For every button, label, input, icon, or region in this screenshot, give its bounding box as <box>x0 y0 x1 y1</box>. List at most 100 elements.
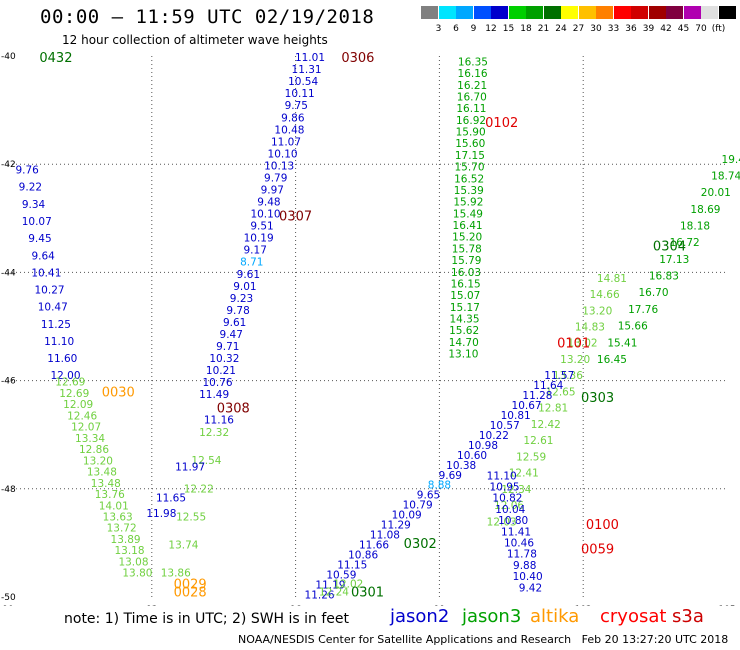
wave-height-value: 12.65 <box>545 386 575 398</box>
wave-height-value: 16.72 <box>670 237 700 249</box>
wave-height-value: 12.22 <box>184 483 214 495</box>
wave-height-value: 11.01 <box>295 52 325 64</box>
wave-height-value: 11.78 <box>507 549 537 561</box>
wave-height-value: 10.80 <box>498 515 528 527</box>
wave-height-value: 13.74 <box>168 540 198 552</box>
colorbar-label: 15 <box>502 24 515 34</box>
colorbar-label: 36 <box>625 24 637 34</box>
wave-height-value: 16.70 <box>457 91 487 103</box>
wave-height-value: 12.81 <box>538 403 568 415</box>
x-tick-label: 99 <box>434 605 446 606</box>
wave-height-value: 13.86 <box>161 568 191 580</box>
wave-height-value: 15.78 <box>452 243 482 255</box>
colorbar-swatch <box>421 6 438 19</box>
wave-height-value: 9.69 <box>439 470 462 482</box>
wave-height-value: 10.57 <box>490 420 520 432</box>
wave-height-value: 9.34 <box>22 199 46 211</box>
wave-height-value: 9.01 <box>233 281 256 293</box>
wave-height-value: 17.15 <box>455 150 485 162</box>
wave-height-value: 9.76 <box>15 165 39 177</box>
wave-height-value: 11.65 <box>156 493 186 505</box>
colorbar-label: 6 <box>453 24 459 34</box>
wave-height-value: 9.78 <box>226 305 249 317</box>
colorbar-label: 24 <box>555 24 567 34</box>
wave-height-value: 15.60 <box>455 138 485 150</box>
colorbar-swatch <box>456 6 473 19</box>
wave-height-value: 11.64 <box>533 380 563 392</box>
wave-height-value: 9.17 <box>244 245 267 257</box>
colorbar-label: 12 <box>485 24 497 34</box>
wave-height-value: 10.13 <box>264 160 294 172</box>
wave-height-value: 11.49 <box>199 389 229 401</box>
colorbar-swatch <box>526 6 543 19</box>
wave-height-value: 14.70 <box>449 337 479 349</box>
wave-height-value: 13.20 <box>560 354 590 366</box>
wave-height-value: 11.31 <box>292 64 322 76</box>
legend-altika: altika <box>530 606 580 627</box>
pass-time-label: 0306 <box>341 51 374 66</box>
wave-height-value: 15.07 <box>450 290 480 302</box>
wave-height-value: 12.09 <box>63 399 93 411</box>
wave-height-value: 12.34 <box>501 484 531 496</box>
wave-height-value: 9.45 <box>28 233 51 245</box>
colorbar-label: 70 <box>695 24 707 34</box>
pass-time-label: 0303 <box>581 391 614 406</box>
wave-height-value: 15.90 <box>456 127 486 139</box>
wave-height-value: 20.01 <box>701 187 731 199</box>
colorbar-swatch <box>491 6 508 19</box>
wave-height-value: 15.17 <box>450 302 480 314</box>
pass-time-label: 0432 <box>39 51 72 66</box>
y-tick-label: -46 <box>1 377 16 387</box>
colorbar-swatch <box>631 6 648 19</box>
wave-height-value: 13.48 <box>87 467 117 479</box>
wave-height-value: 9.79 <box>264 172 287 184</box>
wave-height-value: 11.29 <box>381 520 411 532</box>
wave-height-value: 15.39 <box>454 185 484 197</box>
wave-height-value: 11.08 <box>370 530 400 542</box>
wave-height-value: 12.02 <box>333 578 363 590</box>
wave-height-value: 13.72 <box>107 523 137 535</box>
wave-height-value: 9.48 <box>257 197 280 209</box>
wave-height-value: 16.70 <box>638 287 668 299</box>
wave-height-value: 10.11 <box>285 88 315 100</box>
colorbar-label: 18 <box>520 24 532 34</box>
wave-height-value: 10.95 <box>490 481 520 493</box>
wave-height-value: 10.59 <box>326 569 356 581</box>
wave-height-value: 11.10 <box>487 470 517 482</box>
wave-height-value: 17.13 <box>659 254 689 266</box>
wave-height-value: 13.80 <box>122 568 152 580</box>
y-tick-label: -44 <box>1 268 16 278</box>
colorbar-label: 3 <box>435 24 442 34</box>
wave-height-value: 11.28 <box>522 390 552 402</box>
colorbar-label: 45 <box>677 24 690 34</box>
wave-height-value: 11.15 <box>337 559 367 571</box>
colorbar-label: 33 <box>607 24 620 34</box>
wave-height-value: 16.41 <box>453 220 483 232</box>
wave-height-value: 10.79 <box>403 500 433 512</box>
pass-time-label: 0307 <box>279 210 312 225</box>
wave-height-value: 10.54 <box>288 76 318 88</box>
wave-height-value: 12.42 <box>531 419 561 431</box>
wave-height-value: 12.86 <box>79 444 109 456</box>
wave-height-value: 15.20 <box>452 232 482 244</box>
pass-time-label: 0102 <box>485 116 518 131</box>
wave-height-value: 16.11 <box>456 103 486 115</box>
pass-time-label: 0101 <box>557 337 590 352</box>
wave-height-value: 9.88 <box>513 560 536 572</box>
wave-height-value: 11.25 <box>41 319 71 331</box>
pass-time-label: 0301 <box>351 586 384 601</box>
wave-height-value: 12.59 <box>516 451 546 463</box>
wave-height-value: 16.03 <box>451 267 481 279</box>
wave-height-value: 12.07 <box>71 422 101 434</box>
wave-height-value: 9.61 <box>223 317 246 329</box>
wave-height-value: 10.48 <box>274 124 304 136</box>
wave-height-value: 11.97 <box>175 461 205 473</box>
colorbar-swatch <box>578 6 596 19</box>
colorbar-swatch <box>438 6 456 19</box>
colorbar-label: 30 <box>590 24 602 34</box>
colorbar-swatch <box>613 6 631 19</box>
pass-time-label: 0030 <box>102 385 135 400</box>
wave-height-value: 10.67 <box>512 400 542 412</box>
pass-time-label: 0028 <box>174 586 207 601</box>
wave-height-value: 10.19 <box>244 233 274 245</box>
